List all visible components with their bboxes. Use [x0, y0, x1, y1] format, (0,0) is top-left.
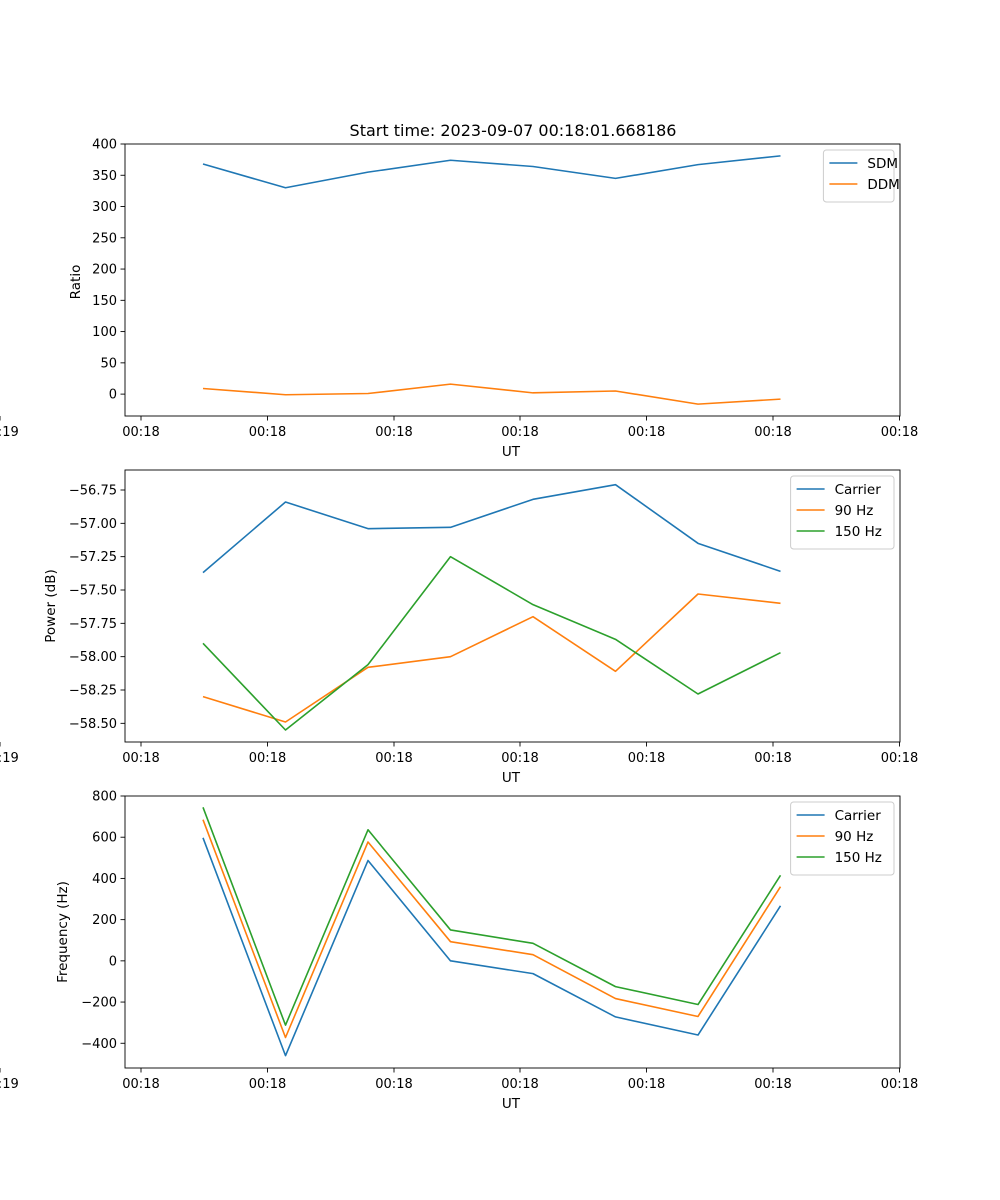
power-panel: UT Power (dB) 00:18 00:18 00:18 00:18 00:18 0…: [0, 469, 918, 786]
y-tick-label: −58.25: [69, 684, 117, 699]
x-tick-label: 00:18: [249, 751, 286, 766]
x-tick-label: 00:18: [881, 425, 918, 440]
legend: Carrier 90 Hz 150 Hz: [790, 801, 895, 876]
series-line-carrier: [202, 483, 781, 574]
x-axis-label: UT: [502, 444, 521, 460]
series-line-150-hz: [202, 807, 782, 1026]
y-axis-label: Power (dB): [43, 569, 59, 642]
legend-label: 90 Hz: [835, 503, 874, 519]
x-tick-label: 00:19: [0, 751, 19, 766]
x-tick-label: 00:18: [754, 1077, 791, 1092]
series-line-carrier: [202, 837, 782, 1057]
y-tick-label: −57.50: [69, 584, 117, 599]
y-tick-label: −200: [81, 996, 117, 1011]
x-tick-label: 00:18: [881, 751, 918, 766]
x-tick-label: 00:18: [628, 751, 665, 766]
y-tick-label: 400: [92, 138, 117, 153]
y-tick-label: −58.50: [69, 717, 117, 732]
legend-label: 150 Hz: [835, 524, 882, 540]
x-tick-label: 00:19: [0, 425, 19, 440]
x-tick-label: 00:18: [754, 751, 791, 766]
y-tick-label: −57.00: [69, 517, 117, 532]
axes-frame: [124, 795, 901, 1069]
y-tick-label: −400: [81, 1037, 117, 1052]
y-tick-label: 0: [109, 388, 117, 403]
chart-title: Start time: 2023-09-07 00:18:01.668186: [350, 121, 677, 140]
ratio-panel: Start time: 2023-09-07 00:18:01.668186 U…: [0, 121, 918, 460]
y-tick-label: 600: [92, 831, 117, 846]
legend-label: 150 Hz: [835, 850, 882, 866]
y-tick-label: 200: [92, 263, 117, 278]
y-axis-label: Frequency (Hz): [55, 881, 71, 983]
x-tick-label: 00:18: [375, 751, 412, 766]
y-tick-label: 0: [109, 954, 117, 969]
frequency-panel: UT Frequency (Hz) 00:18 00:18 00:18 00:18 00…: [0, 790, 918, 1112]
x-tick-label: 00:18: [628, 425, 665, 440]
x-tick-label: 00:18: [249, 425, 286, 440]
y-tick-label: 250: [92, 231, 117, 246]
y-tick-label: 350: [92, 169, 117, 184]
legend: SDM DDM: [822, 149, 900, 203]
legend: Carrier 90 Hz 150 Hz: [790, 475, 895, 550]
y-tick-label: 800: [92, 790, 117, 805]
y-tick-label: −56.75: [69, 484, 117, 499]
legend-label: Carrier: [835, 808, 882, 824]
y-axis-label: Ratio: [68, 265, 84, 300]
series-line-90-hz: [202, 819, 782, 1039]
y-tick-label: 150: [92, 294, 117, 309]
legend-label: SDM: [867, 156, 898, 172]
x-tick-label: 00:18: [122, 1077, 159, 1092]
x-tick-label: 00:18: [375, 425, 412, 440]
y-tick-label: 300: [92, 200, 117, 215]
x-tick-label: 00:18: [501, 425, 538, 440]
y-tick-label: −57.25: [69, 550, 117, 565]
x-tick-label: 00:18: [122, 751, 159, 766]
y-tick-label: −57.75: [69, 617, 117, 632]
x-tick-label: 00:18: [249, 1077, 286, 1092]
x-axis-label: UT: [502, 1096, 521, 1112]
axes-frame: [124, 469, 901, 743]
y-tick-label: 50: [100, 356, 117, 371]
x-tick-label: 00:18: [628, 1077, 665, 1092]
legend-label: 90 Hz: [835, 829, 874, 845]
x-axis-label: UT: [502, 770, 521, 786]
series-line-ddm: [202, 383, 781, 405]
axes-frame: [124, 143, 901, 417]
x-tick-label: 00:18: [881, 1077, 918, 1092]
series-line-90-hz: [202, 593, 781, 723]
legend-label: Carrier: [835, 482, 882, 498]
series-line-sdm: [202, 155, 781, 189]
series-line-150-hz: [202, 555, 781, 731]
y-tick-label: 400: [92, 872, 117, 887]
x-tick-label: 00:18: [375, 1077, 412, 1092]
x-tick-label: 00:18: [501, 751, 538, 766]
y-tick-label: 200: [92, 913, 117, 928]
x-tick-label: 00:18: [122, 425, 159, 440]
y-tick-label: 100: [92, 325, 117, 340]
x-tick-label: 00:18: [501, 1077, 538, 1092]
x-tick-label: 00:18: [754, 425, 791, 440]
x-tick-label: 00:19: [0, 1077, 19, 1092]
y-tick-label: −58.00: [69, 650, 117, 665]
legend-label: DDM: [867, 177, 899, 193]
